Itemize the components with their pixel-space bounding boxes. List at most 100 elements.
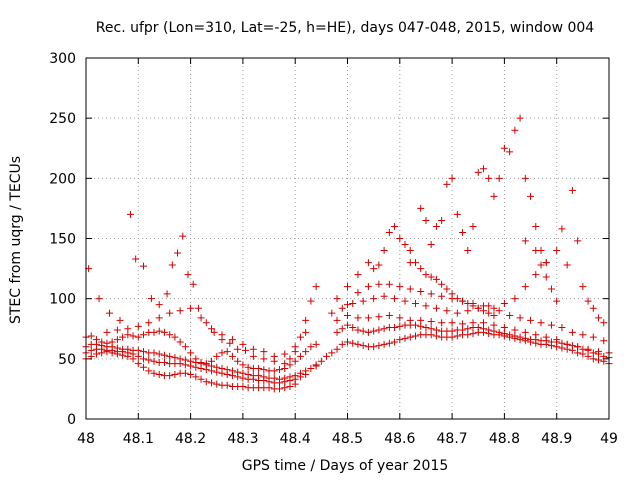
data-point — [344, 301, 351, 309]
data-point — [87, 332, 95, 340]
data-point — [490, 192, 498, 200]
data-point — [160, 358, 168, 366]
data-point — [239, 361, 247, 369]
data-point — [495, 174, 503, 182]
data-point — [558, 225, 566, 233]
data-point — [406, 285, 414, 293]
data-point — [453, 332, 461, 340]
data-point — [396, 322, 404, 330]
data-point — [184, 271, 192, 279]
data-point — [338, 340, 346, 348]
data-point — [255, 364, 263, 372]
data-point — [521, 174, 529, 182]
data-point — [359, 327, 367, 335]
data-point — [459, 297, 467, 305]
series-sat-f — [103, 304, 310, 360]
data-point — [218, 349, 226, 357]
data-point — [600, 337, 608, 345]
x-tick-label: 48.1 — [123, 431, 154, 447]
data-point — [208, 357, 216, 365]
data-point — [521, 328, 529, 336]
data-point — [391, 324, 399, 332]
data-point — [249, 345, 257, 353]
x-tick-label: 48 — [77, 431, 95, 447]
data-point — [589, 304, 597, 312]
data-point — [119, 333, 127, 341]
data-point — [113, 344, 121, 352]
data-point — [181, 369, 189, 377]
data-point — [427, 331, 435, 339]
data-point — [479, 165, 487, 173]
data-point — [375, 342, 383, 350]
data-point — [459, 326, 467, 334]
data-point — [401, 297, 409, 305]
data-point — [239, 340, 247, 348]
data-point — [506, 331, 514, 339]
data-point — [443, 307, 451, 315]
data-point — [124, 345, 132, 353]
data-point — [495, 307, 503, 315]
data-point — [134, 360, 142, 368]
data-point — [344, 338, 351, 346]
data-point — [113, 326, 121, 334]
data-point — [223, 366, 231, 374]
data-point — [213, 352, 221, 360]
data-point — [234, 357, 242, 365]
data-point — [134, 333, 142, 341]
data-point — [506, 312, 514, 320]
data-point — [281, 360, 289, 368]
data-point — [464, 247, 472, 255]
data-point — [589, 355, 597, 363]
data-point — [427, 318, 435, 326]
data-point — [396, 314, 404, 322]
data-point — [202, 378, 210, 386]
data-point — [155, 327, 163, 335]
data-point — [344, 312, 351, 320]
data-point — [511, 295, 519, 303]
data-point — [469, 222, 477, 230]
data-point — [317, 357, 325, 365]
data-point — [359, 297, 367, 305]
data-point — [197, 375, 205, 383]
data-point — [226, 339, 234, 347]
data-point — [239, 369, 247, 377]
data-point — [422, 216, 430, 224]
data-point — [448, 319, 456, 327]
data-point — [589, 349, 597, 357]
data-point — [291, 343, 299, 351]
data-point — [349, 299, 357, 307]
data-point — [302, 348, 310, 356]
data-point — [187, 304, 195, 312]
data-point — [145, 356, 153, 364]
data-point — [349, 324, 357, 332]
data-point — [163, 290, 171, 298]
data-point — [490, 312, 498, 320]
data-point — [338, 325, 346, 333]
data-point — [140, 355, 148, 363]
data-point — [537, 261, 545, 269]
y-tick-label: 300 — [49, 51, 76, 67]
data-point — [291, 372, 299, 380]
data-point — [354, 340, 362, 348]
data-point — [432, 326, 440, 334]
data-point — [270, 367, 278, 375]
data-point — [464, 325, 472, 333]
data-point — [469, 299, 477, 307]
data-point — [584, 345, 592, 353]
data-point — [176, 307, 184, 315]
data-point — [213, 363, 221, 371]
data-point — [228, 367, 236, 375]
data-point — [323, 352, 331, 360]
data-point — [391, 222, 399, 230]
data-point — [213, 380, 221, 388]
data-point — [302, 367, 310, 375]
data-point — [98, 338, 106, 346]
data-point — [116, 316, 124, 324]
data-points — [82, 114, 613, 393]
x-tick-label: 48.3 — [227, 431, 258, 447]
x-tick-label: 48.5 — [332, 431, 363, 447]
data-point — [239, 383, 247, 391]
data-point — [542, 273, 550, 281]
data-point — [187, 349, 195, 357]
data-point — [396, 283, 404, 291]
